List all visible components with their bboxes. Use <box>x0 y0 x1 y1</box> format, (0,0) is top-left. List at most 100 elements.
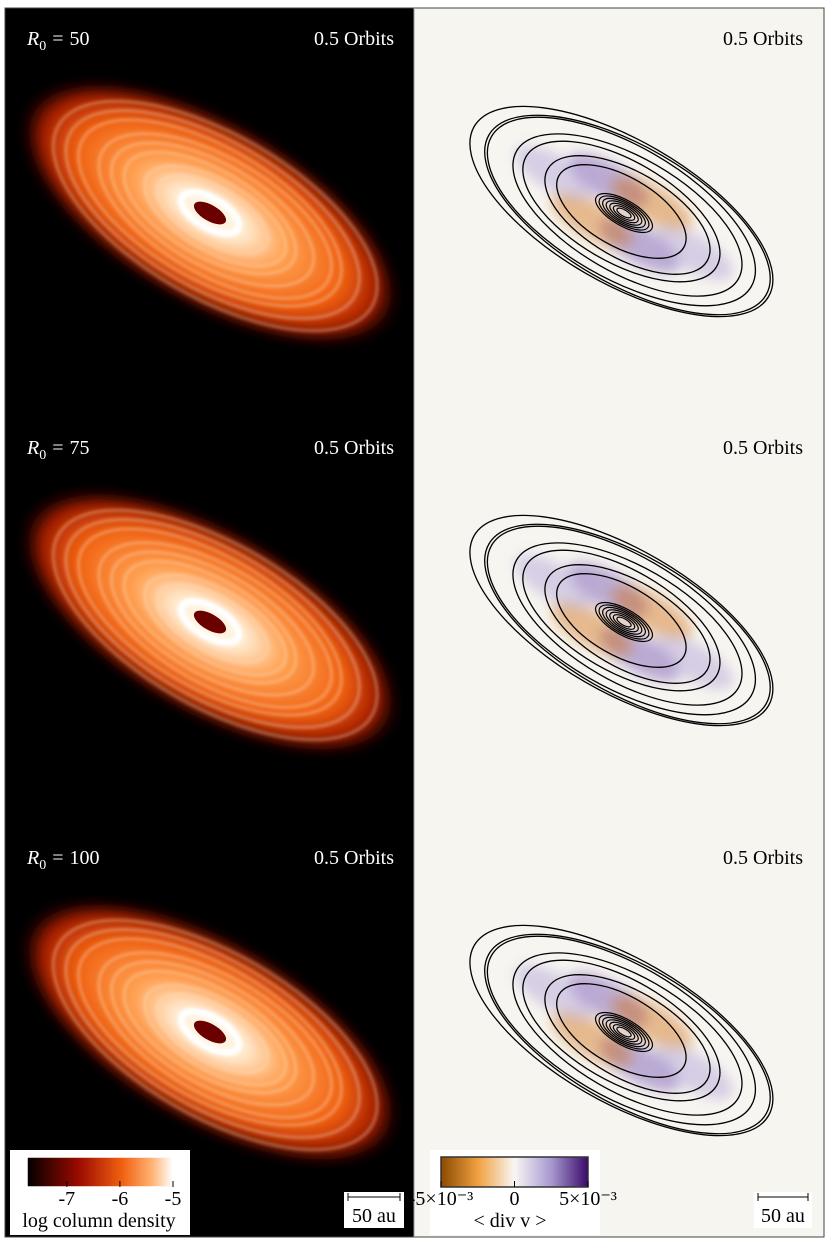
disk-ring <box>51 919 379 1151</box>
contour <box>486 935 757 1126</box>
contour <box>594 1011 654 1053</box>
radius-equals: = <box>52 847 63 869</box>
scale-label: 50 au <box>352 1205 396 1227</box>
disk-ring <box>77 118 343 308</box>
contour <box>612 614 636 630</box>
cavity <box>193 201 227 225</box>
divergence-blob <box>653 634 734 690</box>
colorbar-tick-label: -7 <box>58 1188 75 1210</box>
contour <box>602 197 646 229</box>
radius-subscript: 0 <box>39 448 46 463</box>
contour <box>484 114 771 316</box>
contour <box>544 564 711 684</box>
contour <box>484 523 771 725</box>
contour <box>556 983 687 1078</box>
radius-symbol: R <box>26 437 39 459</box>
contour <box>512 542 743 706</box>
scale-bar <box>757 1193 809 1201</box>
disk-ring <box>168 1002 252 1062</box>
contour <box>616 207 632 219</box>
time-label: 0.5 Orbits <box>723 437 803 459</box>
contour <box>544 155 711 275</box>
contour <box>612 1024 636 1040</box>
colorbar-tick-label: -5 <box>165 1188 182 1210</box>
colorbar-tick-label: -5×10⁻³ <box>409 1188 474 1210</box>
contours <box>469 514 774 727</box>
contour <box>598 604 650 640</box>
disk <box>18 898 402 1166</box>
disk-ring <box>168 183 252 243</box>
contour <box>609 202 639 224</box>
contour <box>609 611 639 633</box>
time-label: 0.5 Orbits <box>314 847 394 869</box>
contour <box>594 601 654 643</box>
scale-bar <box>347 1193 401 1201</box>
disk-ring <box>110 141 315 288</box>
contour <box>602 1016 646 1048</box>
disk-ring <box>77 937 343 1127</box>
cavity <box>193 1020 227 1044</box>
time-label: 0.5 Orbits <box>314 437 394 459</box>
disk-ring <box>97 541 333 709</box>
contour <box>605 1019 643 1045</box>
disk-ring <box>64 109 361 320</box>
scale-backing <box>754 1192 812 1228</box>
scale-backing <box>344 1192 404 1228</box>
contour <box>469 924 774 1137</box>
disk-ring <box>143 573 288 677</box>
contour <box>609 1021 639 1043</box>
disk-ring <box>51 100 379 332</box>
disk-ring <box>64 928 361 1139</box>
colorbar-tick-label: 0 <box>510 1188 520 1210</box>
divergence-blob <box>653 1044 734 1100</box>
disk-ring <box>168 592 252 652</box>
colorbar-label: log column density <box>22 1210 175 1232</box>
time-label: 0.5 Orbits <box>723 847 803 869</box>
disk-ring <box>143 164 288 268</box>
contour <box>486 116 757 307</box>
contour <box>605 609 643 635</box>
contours <box>469 924 774 1137</box>
contour <box>544 974 711 1094</box>
contour <box>556 164 687 259</box>
cavity <box>193 610 227 634</box>
disk-ring <box>143 983 288 1087</box>
contour <box>486 525 757 716</box>
time-label: 0.5 Orbits <box>723 28 803 50</box>
divergence-blob <box>514 964 595 1020</box>
disk <box>18 488 402 756</box>
inner-ring <box>177 188 243 238</box>
radius-value: 75 <box>70 437 90 459</box>
divergence-blob <box>612 176 693 232</box>
disk-ring <box>155 582 270 665</box>
radius-equals: = <box>52 28 63 50</box>
contour <box>522 959 721 1102</box>
contour <box>602 606 646 638</box>
radius-label: R0 = 75 <box>26 437 90 463</box>
inner-ring <box>177 597 243 647</box>
colorbar-label: < div v > <box>473 1210 546 1232</box>
scale-label: 50 au <box>761 1205 805 1227</box>
divergence-blob <box>551 192 632 247</box>
contour <box>605 200 643 226</box>
divergence-blob <box>514 554 595 610</box>
disk-ring <box>155 992 270 1075</box>
radius-value: 50 <box>70 28 90 50</box>
contour <box>598 195 650 231</box>
disk-ring <box>110 550 315 697</box>
disk-ring <box>122 150 298 276</box>
disk-ring <box>64 518 361 729</box>
divergence-blob <box>551 601 632 656</box>
disk-ring <box>97 951 333 1119</box>
disk-ring <box>122 559 298 685</box>
disk-ring <box>122 969 298 1095</box>
contour <box>469 105 774 318</box>
radius-symbol: R <box>26 847 39 869</box>
divergence-blob <box>653 225 734 281</box>
contour <box>512 952 743 1116</box>
divergence-blob <box>514 145 595 201</box>
disk-ring <box>97 132 333 300</box>
colorbar-tick-label: -6 <box>112 1188 129 1210</box>
contour <box>556 573 687 668</box>
radius-label: R0 = 100 <box>26 847 100 873</box>
